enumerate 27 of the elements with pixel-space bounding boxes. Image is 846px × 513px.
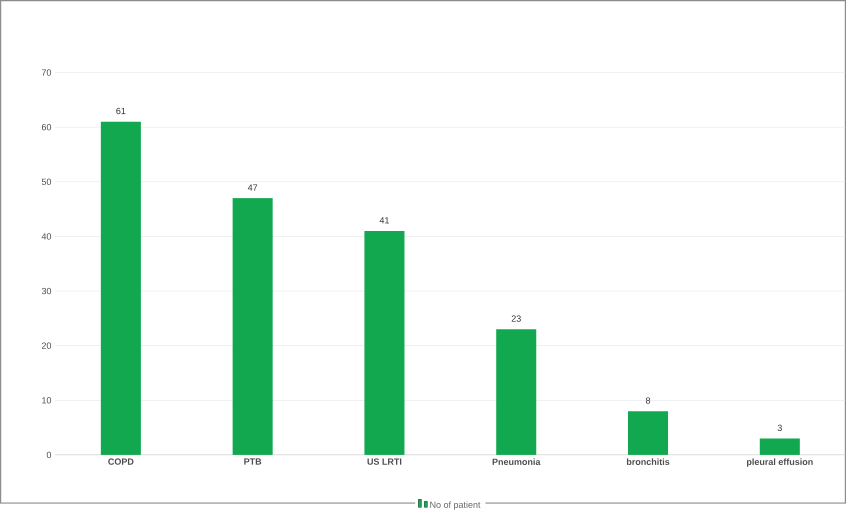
y-tick-label: 50: [42, 178, 52, 185]
bar: [496, 329, 536, 455]
data-label: 41: [380, 217, 389, 224]
bar: [628, 411, 668, 455]
bar: [232, 198, 273, 455]
bar: [364, 230, 404, 455]
data-label: 3: [778, 424, 782, 431]
data-label: 8: [646, 397, 650, 404]
x-tick-label: COPD: [108, 458, 134, 465]
y-tick-label: 70: [42, 69, 52, 76]
data-label: 47: [248, 184, 258, 190]
y-tick-label: 40: [42, 233, 52, 240]
y-tick-label: 10: [42, 396, 52, 404]
x-tick-label: pleural effusion: [746, 458, 813, 467]
x-tick-label: Pneumonia: [492, 458, 540, 465]
y-tick-label: 30: [42, 288, 52, 294]
x-tick-label: PTB: [244, 458, 262, 464]
x-tick-label: bronchitis: [626, 458, 670, 465]
y-tick-label: 20: [42, 342, 52, 349]
x-tick-label: US LRTI: [368, 458, 402, 465]
y-tick-label: 60: [42, 124, 52, 130]
legend-label: No of patient: [430, 501, 480, 510]
bar: [760, 438, 800, 455]
bar: [100, 122, 141, 455]
y-tick-label: 0: [46, 452, 52, 458]
data-label: 61: [116, 108, 126, 114]
data-label: 23: [512, 315, 521, 322]
